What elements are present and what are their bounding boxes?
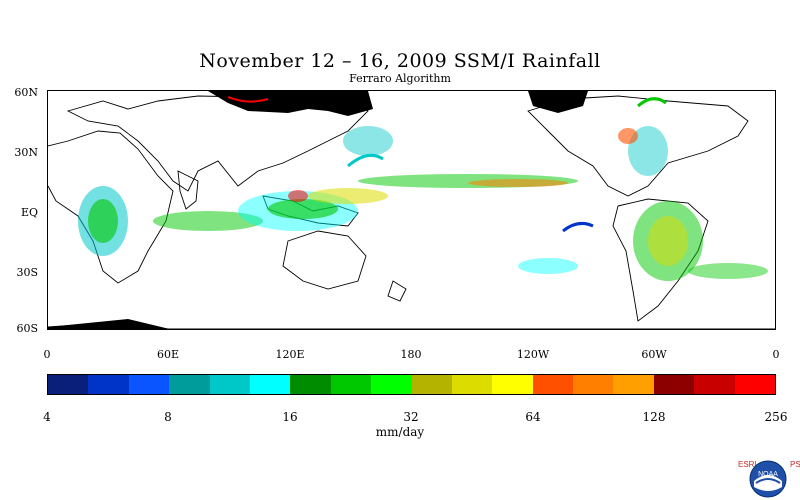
colorbar-segment [169,375,210,394]
lon-label-120e: 120E [275,348,305,361]
lon-label-0-right: 0 [772,348,780,361]
lon-label-120w: 120W [516,348,550,361]
map-subtitle: Ferraro Algorithm [349,72,451,85]
colorbar-segment [492,375,533,394]
colorbar-label-16: 16 [282,410,298,424]
colorbar-segment [128,375,170,394]
colorbar-segment [48,375,89,394]
map-title: November 12 – 16, 2009 SSM/I Rainfall [199,50,601,72]
colorbar-segment [653,375,695,394]
south-america-outline [612,198,709,322]
lat-label-30n: 30N [14,146,38,159]
colorbar-segment [290,375,331,394]
australia-outline [282,230,367,290]
colorbar-segment [249,375,291,394]
colorbar-label-32: 32 [403,410,419,424]
colorbar-segment [209,375,250,394]
north-america-outline [527,95,749,197]
lon-label-60e: 60E [156,348,180,361]
lat-label-eq: EQ [20,206,38,219]
rainfall-patches [78,96,768,281]
noaa-text: NOAA [758,471,778,478]
new-zealand-outline [387,280,407,302]
colorbar-segment [330,375,372,394]
colorbar-label-64: 64 [525,410,541,424]
colorbar-label-256: 256 [764,410,788,424]
colorbar-segment [532,375,574,394]
colorbar-segment [371,375,412,394]
rainfall-map [47,90,776,330]
map-svg [48,91,775,329]
colorbar-segment [734,375,776,394]
colorbar-segment [88,375,129,394]
lat-label-30s: 30S [16,266,38,279]
colorbar-segment [411,375,452,394]
esrl-letters: ESRL [738,460,759,469]
eurasia-outline [66,95,369,192]
colorbar [47,374,776,395]
lat-label-60s: 60S [16,322,38,335]
colorbar-segment [573,375,614,394]
lon-label-0-left: 0 [43,348,51,361]
india-outline [177,170,199,210]
lat-label-60n: 60N [14,86,38,99]
masked-regions [48,91,588,329]
lon-label-60w: 60W [641,348,667,361]
colorbar-label-4: 4 [43,410,51,424]
noaa-emblem-icon: NOAA [749,460,787,498]
colorbar-label-128: 128 [642,410,666,424]
colorbar-segment [613,375,654,394]
colorbar-units: mm/day [375,425,425,439]
noaa-logo: ESRL PSD NOAA [738,458,800,500]
colorbar-segment [451,375,493,394]
lon-label-180: 180 [400,348,422,361]
psd-letters: PSD [790,460,800,469]
colorbar-segment [694,375,735,394]
colorbar-label-8: 8 [164,410,172,424]
